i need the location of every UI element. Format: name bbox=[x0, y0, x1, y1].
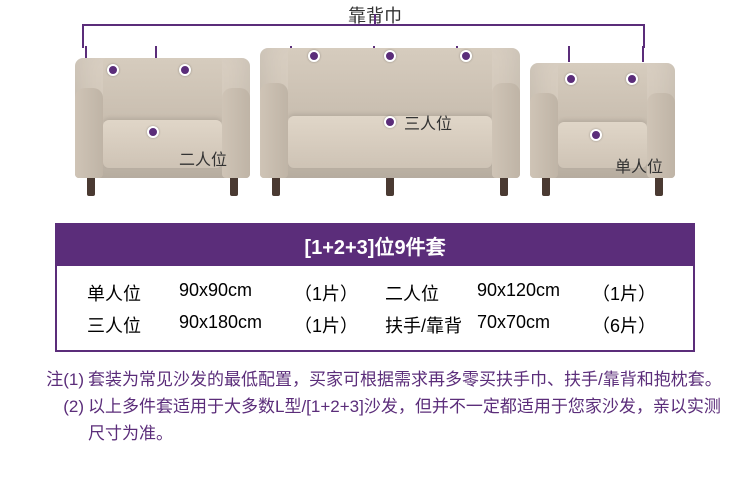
callout-dot bbox=[384, 116, 396, 128]
note-row: (2)以上多件套适用于大多数L型/[1+2+3]沙发，但并不一定都适用于您家沙发… bbox=[18, 393, 732, 447]
callout-dot bbox=[590, 129, 602, 141]
size-row: 三人位90x180cm（1片） bbox=[87, 312, 365, 338]
callout-dot bbox=[565, 73, 577, 85]
size-row: 二人位90x120cm（1片） bbox=[385, 280, 663, 306]
size-name: 三人位 bbox=[87, 312, 179, 338]
size-dim: 90x120cm bbox=[477, 280, 592, 306]
size-pc: （1片） bbox=[294, 280, 358, 306]
two-seat-label: 二人位 bbox=[179, 146, 227, 170]
size-header: [1+2+3]位9件套 bbox=[57, 225, 693, 266]
diagram-section: 靠背巾 二人位 三人位 bbox=[0, 0, 750, 215]
bracket-stem bbox=[374, 14, 376, 24]
callout-dot bbox=[107, 64, 119, 76]
size-name: 二人位 bbox=[385, 280, 477, 306]
size-pc: （1片） bbox=[294, 312, 358, 338]
sofa-two-seat: 二人位 bbox=[75, 58, 250, 178]
callout-dot bbox=[179, 64, 191, 76]
size-row: 单人位90x90cm（1片） bbox=[87, 280, 365, 306]
size-pc: （6片） bbox=[592, 312, 656, 338]
size-dim: 70x70cm bbox=[477, 312, 592, 338]
sofa-group: 二人位 三人位 单人位 bbox=[0, 48, 750, 178]
note-row: 注(1)套装为常见沙发的最低配置，买家可根据需求再多零买扶手巾、扶手/靠背和抱枕… bbox=[18, 366, 732, 393]
callout-dot bbox=[147, 126, 159, 138]
size-grid: 单人位90x90cm（1片） 二人位90x120cm（1片） 三人位90x180… bbox=[57, 266, 693, 338]
sofa-three-seat: 三人位 bbox=[260, 48, 520, 178]
note-text: 以上多件套适用于大多数L型/[1+2+3]沙发，但并不一定都适用于您家沙发，亲以… bbox=[88, 393, 732, 447]
one-seat-label: 单人位 bbox=[615, 153, 663, 177]
note-text: 套装为常见沙发的最低配置，买家可根据需求再多零买扶手巾、扶手/靠背和抱枕套。 bbox=[88, 366, 732, 393]
size-dim: 90x180cm bbox=[179, 312, 294, 338]
notes: 注(1)套装为常见沙发的最低配置，买家可根据需求再多零买扶手巾、扶手/靠背和抱枕… bbox=[18, 366, 732, 448]
sofa-one-seat: 单人位 bbox=[530, 63, 675, 178]
size-name: 扶手/靠背 bbox=[385, 312, 477, 338]
size-panel: [1+2+3]位9件套 单人位90x90cm（1片） 二人位90x120cm（1… bbox=[55, 223, 695, 352]
three-seat-label: 三人位 bbox=[404, 110, 452, 134]
size-pc: （1片） bbox=[592, 280, 656, 306]
size-row: 扶手/靠背70x70cm（6片） bbox=[385, 312, 663, 338]
note-key: (2) bbox=[18, 393, 88, 447]
bracket bbox=[82, 24, 645, 48]
size-name: 单人位 bbox=[87, 280, 179, 306]
callout-dot bbox=[626, 73, 638, 85]
callout-dot bbox=[460, 50, 472, 62]
note-key: 注(1) bbox=[18, 366, 88, 393]
callout-dot bbox=[308, 50, 320, 62]
size-dim: 90x90cm bbox=[179, 280, 294, 306]
callout-dot bbox=[384, 50, 396, 62]
